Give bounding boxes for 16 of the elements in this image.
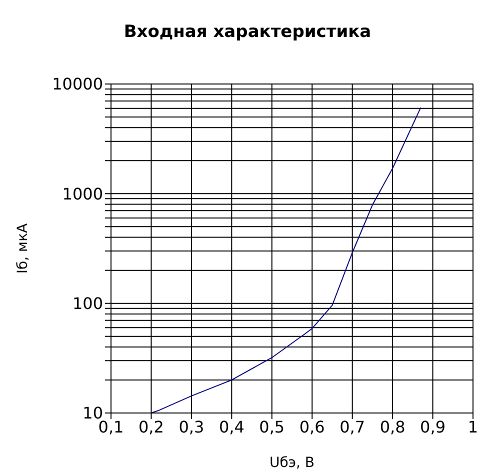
chart-title: Входная характеристика (122, 22, 372, 42)
x-tick-label: 0,3 (178, 417, 204, 436)
x-tick-label: 0,9 (420, 417, 446, 436)
y-tick-label: 100 (72, 294, 103, 314)
y-tick-label: 1000 (62, 184, 103, 204)
y-axis-title: Iб, мкА (14, 222, 31, 274)
x-tick-label: 0,8 (380, 417, 406, 436)
x-tick-label: 0,5 (259, 417, 285, 436)
x-tick-label: 0,4 (218, 417, 244, 436)
x-tick-label: 0,2 (138, 417, 164, 436)
x-axis-title: Uбэ, В (269, 455, 315, 471)
x-tick-label: 0,6 (299, 417, 325, 436)
x-tick-label: 0,7 (340, 417, 366, 436)
y-tick-label: 10000 (52, 74, 103, 94)
x-tick-label: 1 (468, 417, 478, 436)
line-series (150, 107, 422, 413)
